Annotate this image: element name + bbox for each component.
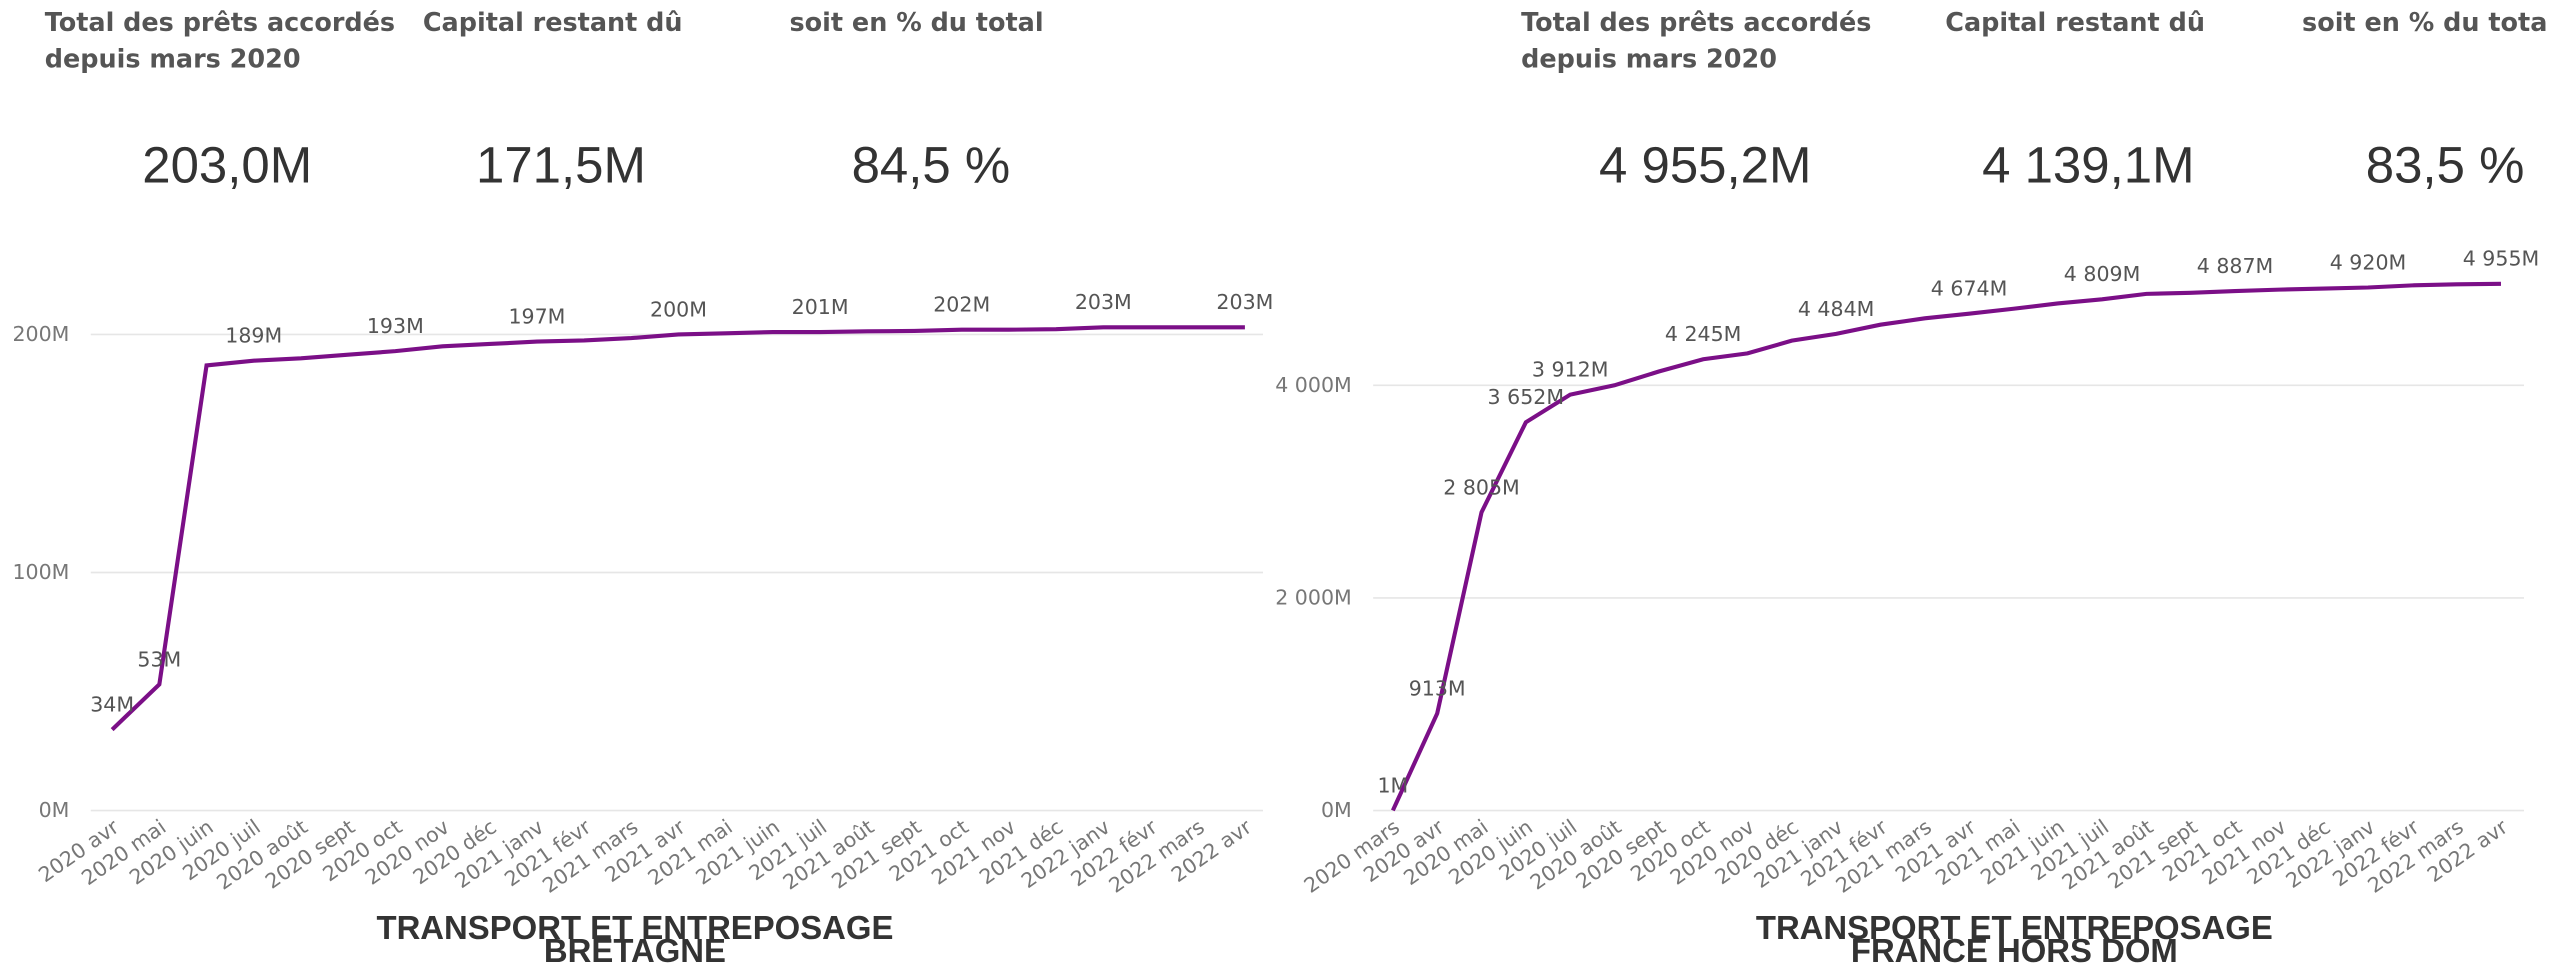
kpi-value: 4 955,2M <box>1599 136 1811 193</box>
data-label: 34M <box>90 693 134 717</box>
kpi-value: 203,0M <box>142 136 312 193</box>
data-label: 4 245M <box>1665 322 1742 346</box>
data-label: 3 912M <box>1532 358 1609 382</box>
kpi-value: 83,5 % <box>2366 136 2525 193</box>
y-tick-label: 100M <box>12 560 69 584</box>
y-tick-label: 4 000M <box>1275 373 1352 397</box>
kpi-label: depuis mars 2020 <box>45 44 301 74</box>
data-label: 193M <box>367 314 424 338</box>
y-tick-label: 2 000M <box>1275 585 1352 609</box>
kpi-value: 84,5 % <box>852 136 1011 193</box>
y-tick-label: 0M <box>1321 798 1352 822</box>
line <box>1391 281 2501 812</box>
kpi-label: Capital restant dû <box>1945 8 2205 38</box>
chart-subtitle: FRANCE HORS DOM <box>1851 932 2178 969</box>
data-label: 4 484M <box>1798 297 1875 321</box>
y-tick-label: 200M <box>12 322 69 346</box>
line <box>110 325 1245 732</box>
data-label: 197M <box>508 305 565 329</box>
data-label: 203M <box>1075 290 1132 314</box>
kpi-value: 4 139,1M <box>1982 136 2194 193</box>
chart-title: TRANSPORT ET ENTREPOSAGE <box>376 909 893 946</box>
data-label: 4 920M <box>2330 250 2407 274</box>
data-label: 913M <box>1409 676 1466 700</box>
kpi-value: 171,5M <box>476 136 646 193</box>
data-label: 202M <box>933 293 990 317</box>
data-label: 4 809M <box>2064 262 2141 286</box>
data-label: 203M <box>1216 290 1273 314</box>
data-label: 1M <box>1377 773 1408 797</box>
kpi-label: soit en % du total <box>790 8 1044 38</box>
data-label: 4 887M <box>2197 254 2274 278</box>
kpi-label: Total des prêts accordés <box>45 8 395 38</box>
kpi-label: Total des prêts accordés <box>1521 8 1871 38</box>
data-label: 201M <box>792 295 849 319</box>
kpi-label: Capital restant dû <box>423 8 683 38</box>
y-tick-label: 0M <box>39 798 70 822</box>
kpi-label: soit en % du total <box>2302 8 2549 38</box>
data-label: 4 674M <box>1931 277 2008 301</box>
chart-subtitle: BRETAGNE <box>544 932 726 969</box>
data-label: 3 652M <box>1488 385 1565 409</box>
chart-title: TRANSPORT ET ENTREPOSAGE <box>1756 909 2273 946</box>
data-label: 200M <box>650 297 707 321</box>
data-label: 53M <box>137 647 181 671</box>
data-label: 4 955M <box>2463 247 2540 271</box>
kpi-label: depuis mars 2020 <box>1521 44 1777 74</box>
data-label: 2 805M <box>1443 475 1520 499</box>
data-label: 189M <box>225 324 282 348</box>
